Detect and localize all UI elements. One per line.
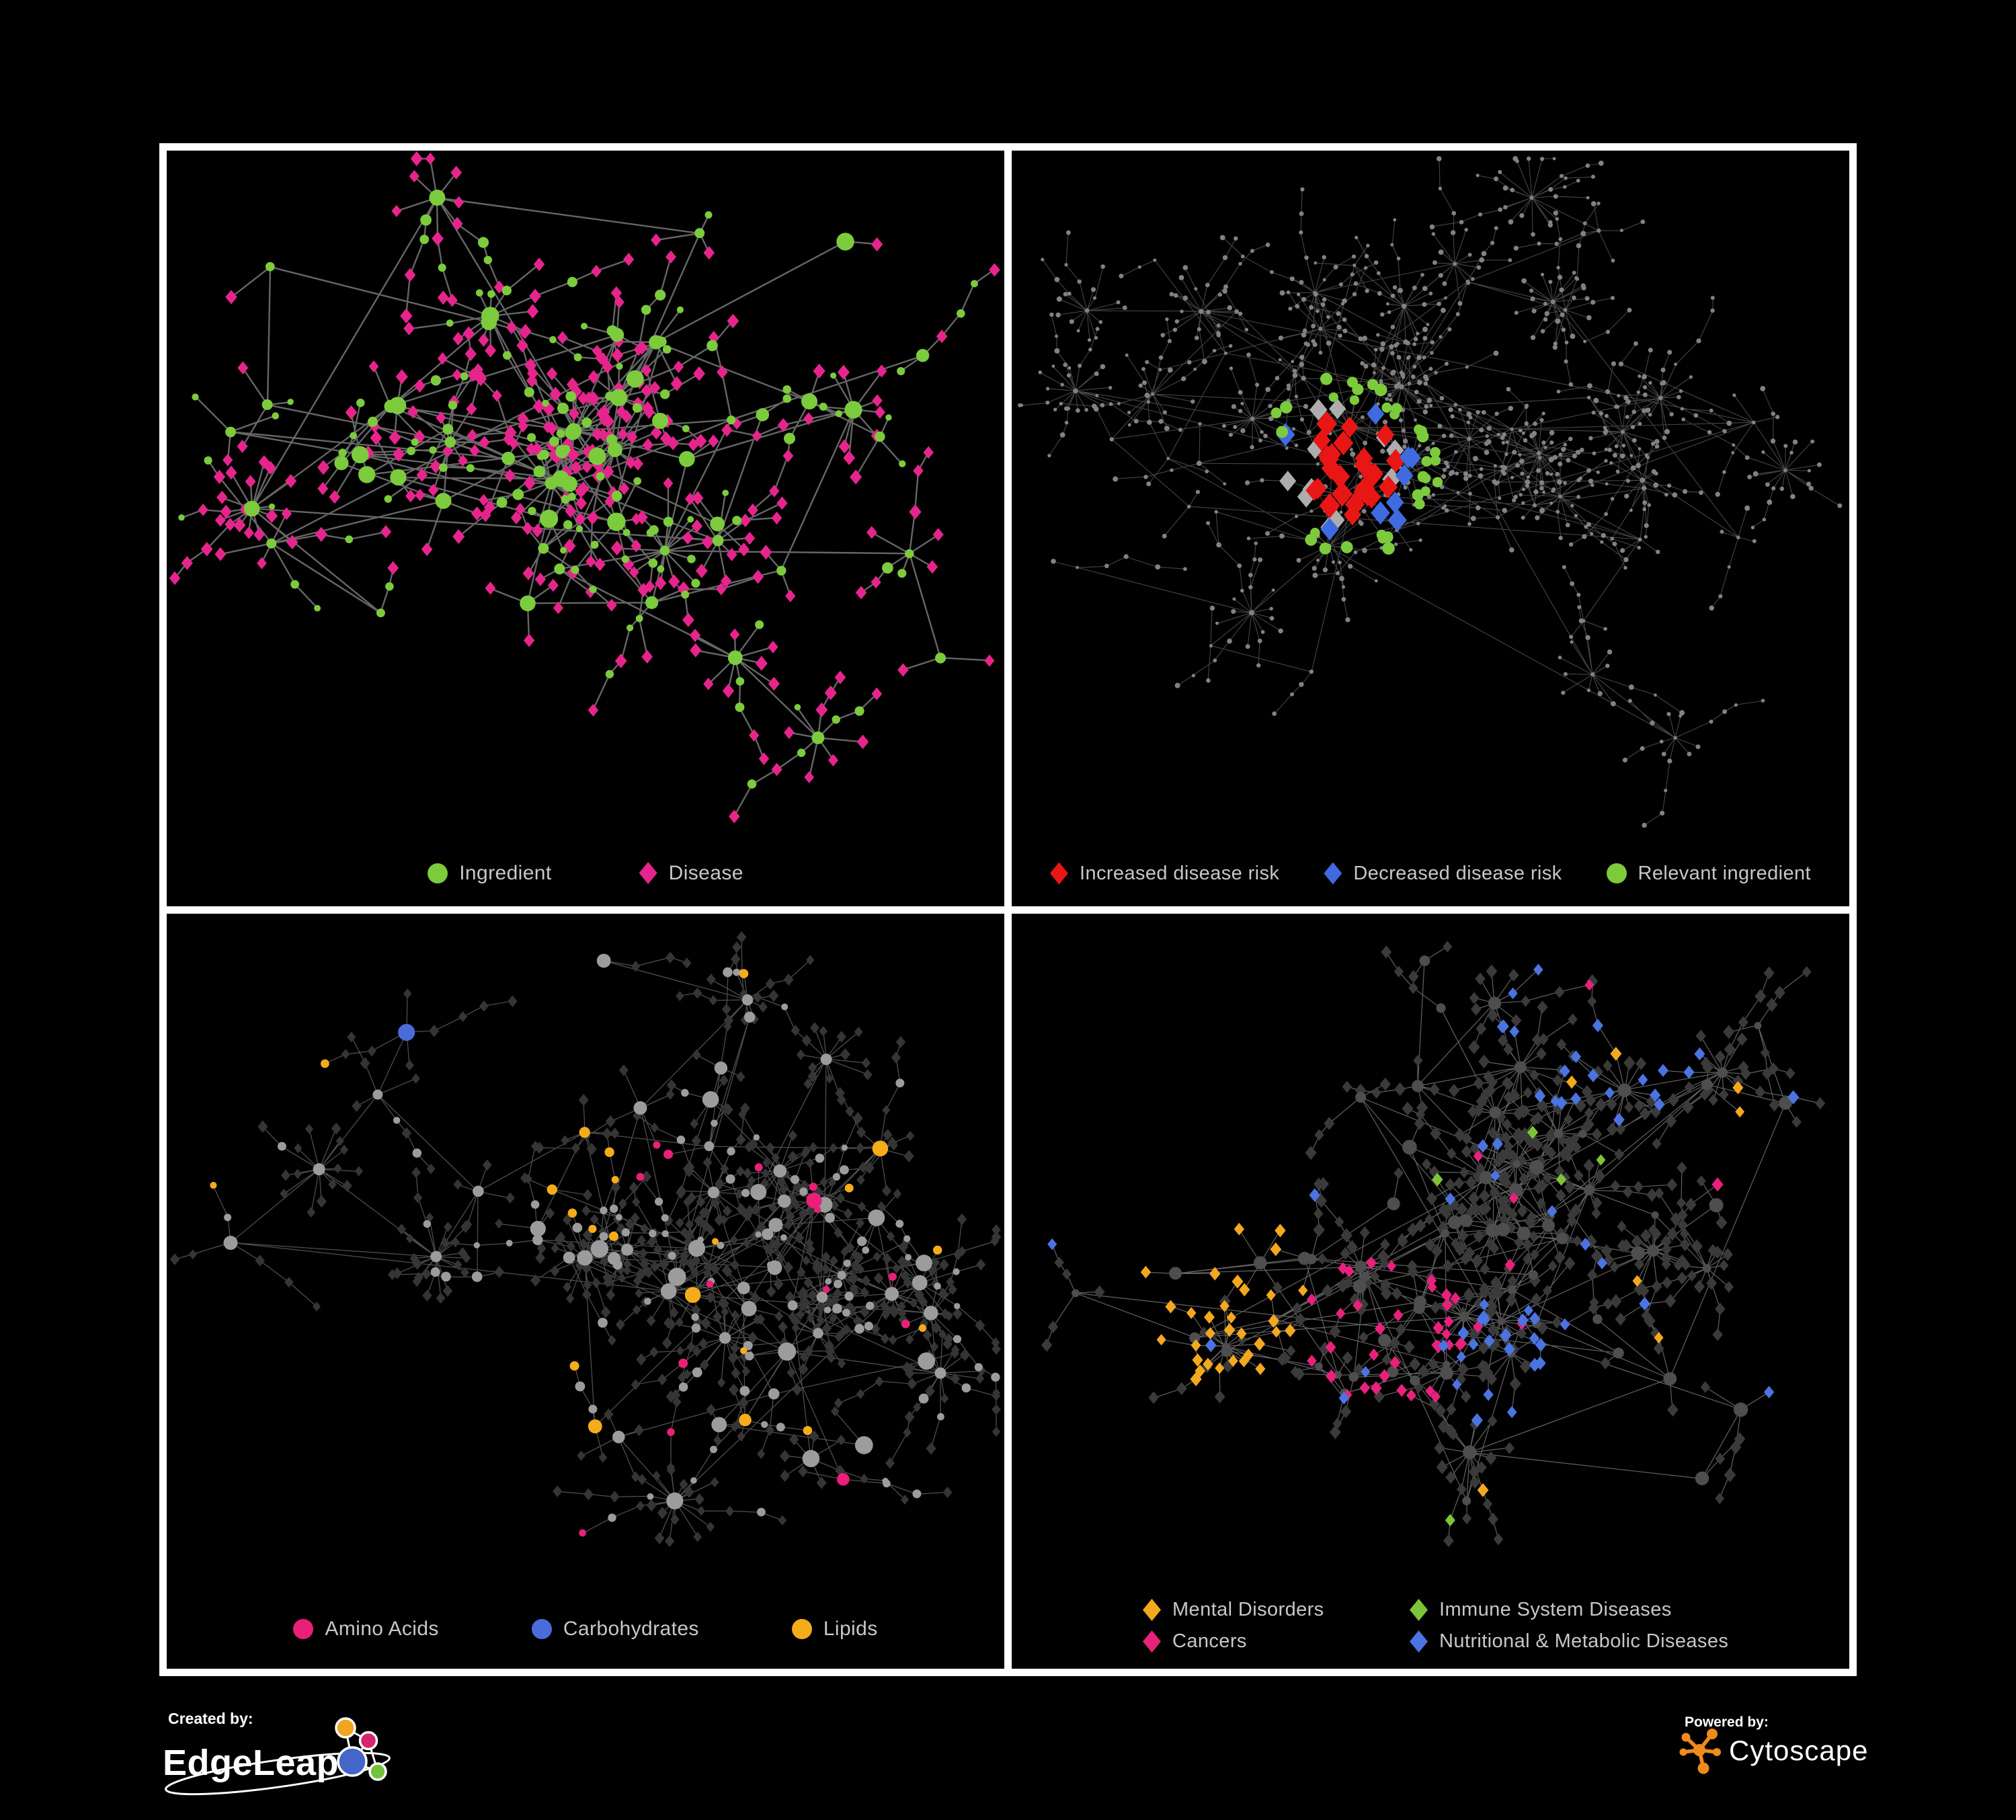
created-by-label: Created by: xyxy=(168,1710,253,1727)
legend-disease-risk: Increased disease risk Decreased disease… xyxy=(1012,862,1849,885)
disease-diamond-icon xyxy=(639,862,657,884)
cytoscape-wordmark: Cytoscape xyxy=(1729,1735,1868,1766)
cancers-diamond-icon xyxy=(1143,1630,1161,1653)
relevant-ingredient-circle-icon xyxy=(1606,863,1627,883)
edgeleap-logo-graphic: Created by: EdgeLeap xyxy=(163,1710,391,1796)
legend-item-ingredient: Ingredient xyxy=(428,862,551,885)
cytoscape-logo: Powered by: Cytoscape xyxy=(1675,1712,1890,1789)
carbohydrates-circle-icon xyxy=(531,1619,552,1639)
cytoscape-logo-graphic: Powered by: Cytoscape xyxy=(1679,1714,1868,1774)
legend-label-disease: Disease xyxy=(668,861,743,884)
legend-label-relevant-ingredient: Relevant ingredient xyxy=(1638,862,1812,884)
ingredient-circle-icon xyxy=(428,863,448,883)
panel-disease-risk: Increased disease risk Decreased disease… xyxy=(1012,151,1849,906)
decreased-risk-diamond-icon xyxy=(1324,862,1342,885)
panel-compound-classes: Amino Acids Carbohydrates Lipids xyxy=(167,913,1004,1669)
network-canvas-compound-classes xyxy=(169,931,1002,1547)
panel-ingredient-disease: Ingredient Disease xyxy=(167,151,1004,906)
edgeleap-blue-node-icon xyxy=(337,1746,368,1777)
legend-item-nutritional-metabolic: Nutritional & Metabolic Diseases xyxy=(1410,1630,1728,1653)
legend-ingredient-disease: Ingredient Disease xyxy=(167,862,1004,885)
legend-label-mental-disorders: Mental Disorders xyxy=(1172,1599,1324,1620)
legend-disease-classes: Mental Disorders Immune System Diseases … xyxy=(1143,1599,1728,1653)
legend-item-lipids: Lipids xyxy=(791,1618,878,1640)
legend-label-immune-diseases: Immune System Diseases xyxy=(1439,1599,1672,1620)
edgeleap-wordmark: EdgeLeap xyxy=(163,1743,339,1783)
cytoscape-glyph-nodes-icon xyxy=(1679,1729,1721,1774)
legend-item-amino-acids: Amino Acids xyxy=(293,1618,438,1640)
panel-disease-classes: Mental Disorders Immune System Diseases … xyxy=(1012,913,1849,1669)
legend-label-nutritional-metabolic: Nutritional & Metabolic Diseases xyxy=(1439,1630,1729,1652)
nutritional-metabolic-diamond-icon xyxy=(1410,1630,1428,1653)
legend-item-carbohydrates: Carbohydrates xyxy=(531,1618,699,1640)
immune-diseases-diamond-icon xyxy=(1410,1599,1428,1621)
legend-item-increased-risk: Increased disease risk xyxy=(1049,862,1280,885)
legend-label-amino-acids: Amino Acids xyxy=(325,1618,439,1640)
edgeleap-swoosh xyxy=(165,1751,391,1796)
amino-acids-circle-icon xyxy=(293,1619,314,1639)
legend-item-immune-diseases: Immune System Diseases xyxy=(1410,1599,1728,1621)
legend-item-relevant-ingredient: Relevant ingredient xyxy=(1606,862,1812,885)
legend-compound-classes: Amino Acids Carbohydrates Lipids xyxy=(167,1618,1004,1640)
legend-label-cancers: Cancers xyxy=(1172,1630,1247,1652)
legend-item-decreased-risk: Decreased disease risk xyxy=(1324,862,1562,885)
powered-by-label: Powered by: xyxy=(1685,1714,1769,1730)
network-canvas-disease-classes xyxy=(1041,940,1826,1547)
edgeleap-orange-node-icon xyxy=(335,1717,356,1739)
mental-disorders-diamond-icon xyxy=(1143,1599,1161,1621)
edgeleap-pink-node-icon xyxy=(358,1731,378,1751)
edgeleap-green-node-icon xyxy=(368,1762,387,1781)
legend-label-increased-risk: Increased disease risk xyxy=(1079,862,1280,884)
legend-label-ingredient: Ingredient xyxy=(459,861,552,884)
legend-label-carbohydrates: Carbohydrates xyxy=(563,1618,699,1640)
increased-risk-diamond-icon xyxy=(1049,862,1068,885)
network-canvas-ingredient-disease xyxy=(169,151,1000,824)
legend-label-lipids: Lipids xyxy=(823,1618,878,1640)
legend-item-disease: Disease xyxy=(639,862,743,885)
legend-item-cancers: Cancers xyxy=(1143,1630,1395,1653)
network-panels-grid: Ingredient Disease Increased disease ris… xyxy=(159,143,1857,1676)
legend-item-mental-disorders: Mental Disorders xyxy=(1143,1599,1395,1621)
lipids-circle-icon xyxy=(791,1619,812,1639)
network-canvas-disease-risk xyxy=(1018,156,1843,828)
edgeleap-logo: Created by: EdgeLeap xyxy=(153,1702,476,1820)
legend-label-decreased-risk: Decreased disease risk xyxy=(1353,862,1562,884)
